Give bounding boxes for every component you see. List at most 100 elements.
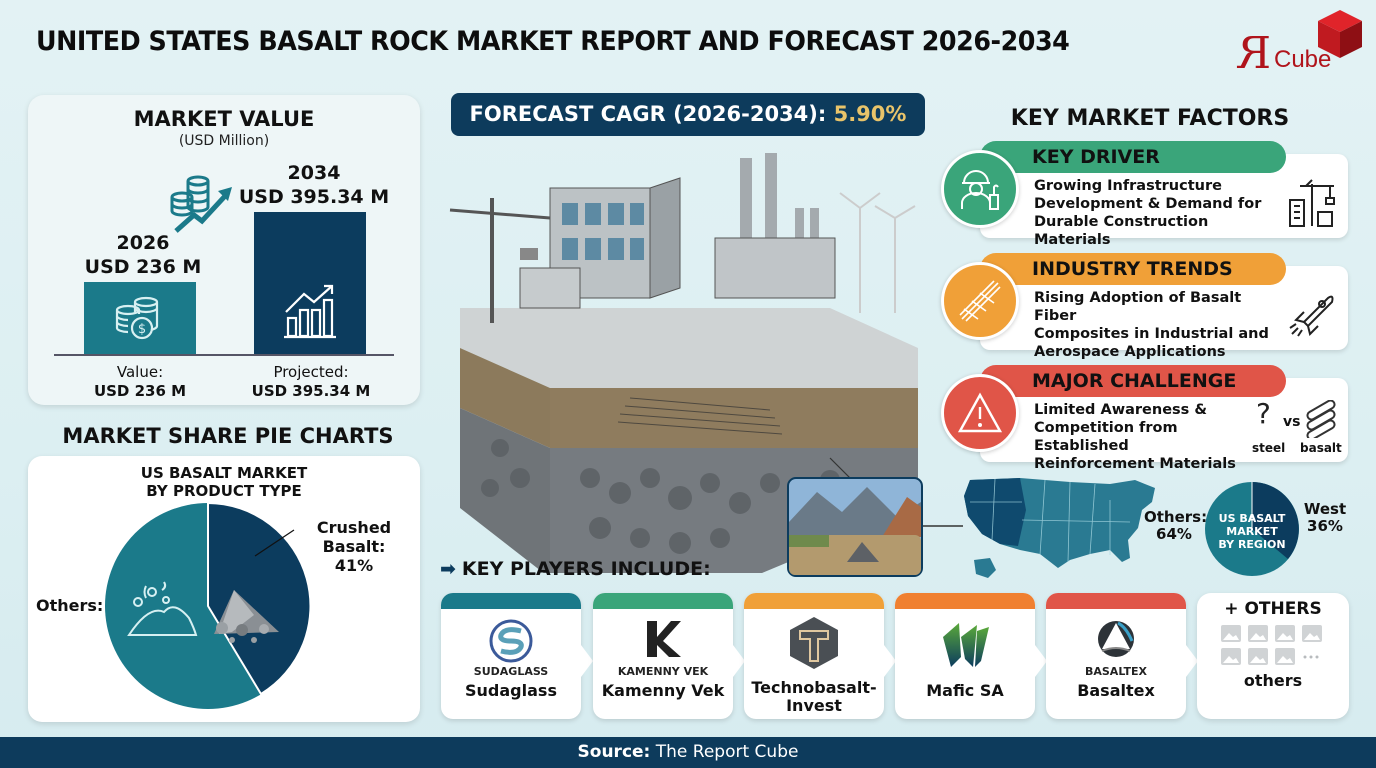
region-pie-title: US BASALT MARKET BY REGION [1204,512,1300,551]
market-share-heading: MARKET SHARE PIE CHARTS [62,424,394,448]
bar-2026-foot-value: USD 236 M [93,382,187,400]
market-value-title: MARKET VALUE [133,107,315,131]
construction-worker-icon [961,170,999,210]
fiber-bundle-icon [959,280,1001,322]
crushed-basalt-label-line1: Crushed [316,518,392,537]
compare-basalt-label: basalt [1300,441,1342,455]
industry-trends-text: Rising Adoption of Basalt Fiber Composit… [1034,289,1284,361]
key-driver-badge [941,150,1019,228]
market-value-subtitle: (USD Million) [178,133,270,149]
crushed-basalt-label-line2: Basalt: [322,537,386,556]
others-label: others [1243,671,1303,690]
player-name-line1: Technobasalt- [751,678,877,697]
player-card-basaltex[interactable]: BASALTEX Basaltex [1046,593,1198,719]
player-card-kamenny-vek[interactable]: KAMENNY VEK Kamenny Vek [593,593,745,719]
image-placeholder-icons [1221,625,1322,665]
coins-growth-arrow-icon [170,175,232,233]
player-card-mafic-sa[interactable]: Mafic SA [895,593,1047,719]
player-name: Sudaglass [465,681,557,700]
us-region-map [964,478,1155,578]
bar-2034-foot-value: USD 395.34 M [251,382,371,400]
bar-2026-foot-label: Value: [116,363,164,381]
logo-text: Cube [1274,46,1332,73]
sudaglass-logo [441,619,581,669]
market-value-card: MARKET VALUE (USD Million) 2026 USD 236 … [28,95,420,405]
rock-pile-icon [214,590,279,643]
player-notch [1186,645,1198,677]
mafic-logo [895,617,1035,667]
rocket-icon [1289,295,1334,337]
industry-trends-badge [941,262,1019,340]
player-band [744,593,884,609]
player-notch [884,645,896,677]
logo-letter: R [1238,28,1272,79]
page-title: UNITED STATES BASALT ROCK MARKET REPORT … [36,26,1070,57]
region-west-name: West [1303,500,1347,518]
cagr-label: FORECAST CAGR (2026-2034): [469,102,827,126]
key-driver-text-line1: Growing Infrastructure [1034,178,1222,194]
bar-2034-value: USD 395.34 M [238,186,390,208]
cube-icon [1318,10,1362,58]
bar-2034 [254,212,366,355]
bar-chart-growth-icon [284,284,336,339]
player-notch [733,645,745,677]
mafic-m-icon [943,623,989,667]
player-notch [1035,645,1047,677]
source-label: Source: [577,742,651,762]
key-driver-text-line2: Development & Demand for [1034,196,1262,212]
industry-trends-heading: INDUSTRY TRENDS [980,253,1286,285]
player-name: Kamenny Vek [601,681,725,700]
compare-steel-label: steel [1252,441,1286,455]
kamenny-vek-k-icon [647,621,681,657]
region-others-value: 64% [1156,525,1192,543]
player-name: Technobasalt- Invest [744,679,884,715]
quarry-landscape-photo [787,477,923,577]
cagr-value: 5.90% [833,102,907,126]
source-footer: Source: The Report Cube [0,737,1376,768]
callout-line [923,525,963,527]
source-value: The Report Cube [655,742,799,762]
bar-2034-foot: Projected: USD 395.34 M [226,363,396,401]
player-name-line2: Invest [786,696,842,715]
crushed-basalt-label: Crushed Basalt: 41% [314,518,394,575]
bar-2026-value: USD 236 M [84,256,202,278]
bar-2026-foot: Value: USD 236 M [64,363,216,401]
technobasalt-t-hexagon-icon [790,617,838,669]
major-challenge-heading: MAJOR CHALLENGE [980,365,1286,397]
player-brand: SUDAGLASS [473,665,549,678]
key-driver-heading: KEY DRIVER [980,141,1286,173]
product-pie-title-line1: US BASALT MARKET [140,464,308,482]
product-pie-card: US BASALT MARKET BY PRODUCT TYPE Crushed… [28,456,420,722]
industry-trends-text-line1: Rising Adoption of Basalt Fiber [1034,290,1242,324]
bar-2026: $ [84,282,196,355]
others-label: Others: [36,596,104,615]
region-others-label: Others: 64% [1144,508,1208,543]
region-west-label: West 36% [1300,501,1350,535]
player-name: Basaltex [1077,681,1155,700]
player-card-others[interactable]: + OTHERS others [1197,593,1349,719]
product-pie-title: US BASALT MARKET BY PRODUCT TYPE [28,464,420,500]
key-driver-text-line3: Durable Construction Materials [1034,214,1209,248]
bar-2034-year: 2034 [287,162,341,184]
player-band [593,593,733,609]
basaltex-triangle-icon [1098,621,1134,657]
player-card-sudaglass[interactable]: SUDAGLASS Sudaglass [441,593,593,719]
player-notch [581,645,593,677]
key-driver-text: Growing Infrastructure Development & Dem… [1034,177,1284,249]
key-players-heading-text: KEY PLAYERS INCLUDE: [461,558,711,580]
industry-trends-text-line3: Aerospace Applications [1034,344,1226,360]
report-cube-logo: R Cube [1238,8,1368,79]
player-card-technobasalt[interactable]: Technobasalt- Invest [744,593,896,719]
warning-icon [958,392,1002,433]
player-band [1046,593,1186,609]
player-brand: BASALTEX [1084,665,1148,678]
cagr-banner: FORECAST CAGR (2026-2034): 5.90% [451,93,925,136]
major-challenge-text-line3: Reinforcement Materials [1034,456,1236,472]
region-others-name: Others: [1144,508,1208,526]
region-pie-title-line1: US BASALT [1218,512,1286,525]
major-challenge-badge [941,374,1019,452]
major-challenge-text: Limited Awareness & Competition from Est… [1034,401,1274,473]
basaltex-logo [1046,619,1186,669]
bar-2034-foot-label: Projected: [273,363,349,381]
major-challenge-text-line1: Limited Awareness & [1034,402,1207,418]
